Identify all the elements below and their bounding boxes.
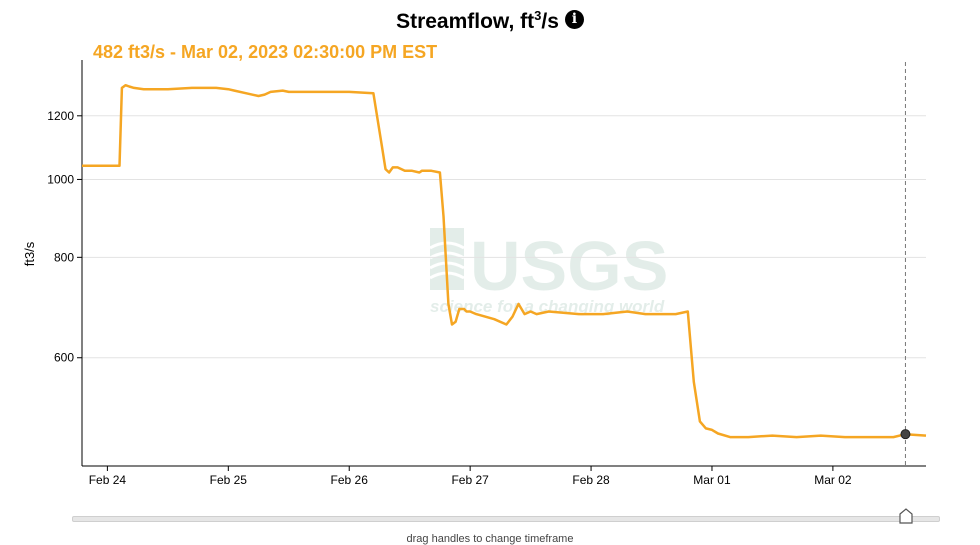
- timeframe-slider-handle[interactable]: [899, 508, 913, 524]
- y-tick-label: 1000: [47, 172, 74, 186]
- grid-lines: [82, 115, 926, 359]
- usgs-watermark: USGS science for a changing world: [429, 227, 668, 316]
- series-layer: [82, 83, 927, 439]
- timeframe-slider-track[interactable]: [72, 516, 940, 522]
- x-tick-label: Feb 26: [331, 473, 369, 487]
- chart-title-row: Streamflow, ft3/s i: [0, 8, 980, 34]
- y-tick-label: 600: [54, 351, 74, 365]
- info-icon[interactable]: i: [564, 10, 584, 29]
- current-point-marker: [900, 429, 911, 440]
- x-axis: Feb 24 Feb 25 Feb 26 Feb 27 Feb 28 Mar 01 Mar …: [82, 465, 926, 487]
- x-tick-label: Feb 25: [210, 473, 248, 487]
- x-tick-label: Mar 02: [814, 473, 852, 487]
- usgs-watermark-text: USGS: [470, 227, 668, 305]
- usgs-watermark-tagline: science for a changing world: [430, 297, 665, 316]
- series-streamflow-line: [82, 83, 927, 439]
- y-tick-label: 800: [54, 250, 74, 264]
- y-axis: 600 800 1000 1200: [47, 60, 83, 466]
- y-tick-label: 1200: [47, 109, 74, 123]
- x-tick-label: Feb 27: [451, 473, 489, 487]
- slider-hint: drag handles to change timeframe: [406, 533, 574, 545]
- hover-cursor: [900, 62, 911, 466]
- x-tick-label: Mar 01: [693, 473, 731, 487]
- chart-title: Streamflow, ft3/s: [396, 8, 559, 33]
- current-value-readout: 482 ft3/s - Mar 02, 2023 02:30:00 PM EST: [93, 42, 438, 62]
- x-tick-label: Feb 24: [89, 473, 127, 487]
- streamflow-chart[interactable]: USGS science for a changing world 600 800…: [0, 0, 980, 510]
- y-axis-label: ft3/s: [22, 241, 37, 266]
- x-tick-label: Feb 28: [572, 473, 610, 487]
